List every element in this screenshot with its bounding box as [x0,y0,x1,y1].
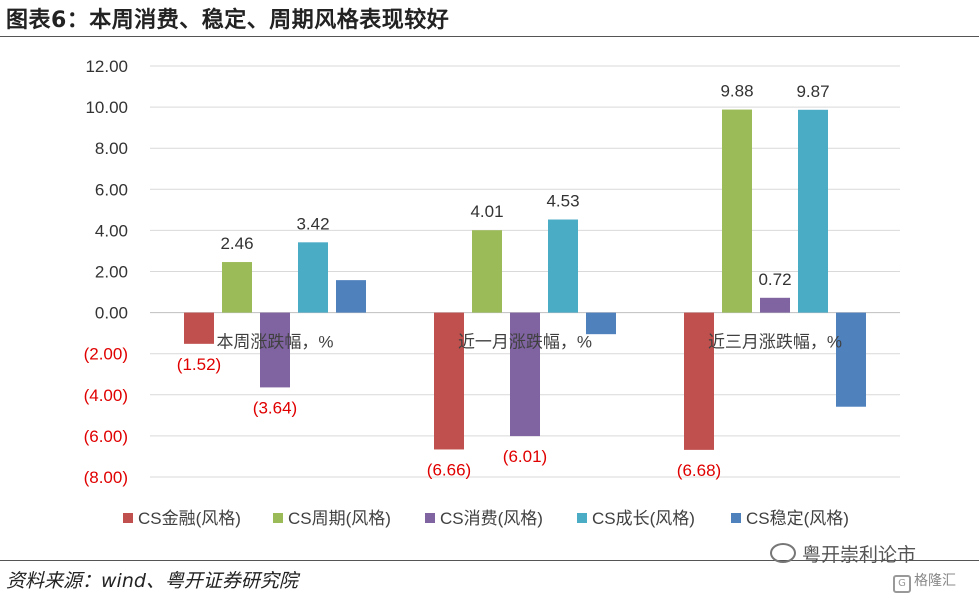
y-tick-label: (2.00) [84,345,128,364]
y-tick-label: (4.00) [84,386,128,405]
y-tick-label: 0.00 [95,304,128,323]
bar [336,280,366,313]
bars [184,109,866,450]
watermark: 粤开崇利论市 [770,540,916,567]
bar [722,109,752,313]
bar [548,219,578,313]
data-label: 0.72 [758,270,791,289]
bar [298,242,328,313]
data-label: 4.01 [470,202,503,221]
data-label: 9.87 [796,82,829,101]
legend-label: CS稳定(风格) [746,509,849,528]
data-label: (6.68) [677,461,721,480]
y-tick-label: 10.00 [85,98,128,117]
logo: G 格隆汇 [893,570,956,593]
footer-divider [0,560,979,561]
bar [184,312,214,344]
legend-label: CS周期(风格) [288,509,391,528]
legend-label: CS金融(风格) [138,509,241,528]
data-label: (6.01) [503,447,547,466]
data-label: 4.53 [546,192,579,211]
category-labels: 本周涨跌幅，% 近一月涨跌幅，% 近三月涨跌幅，% [216,333,842,352]
y-axis-tick-labels: 12.00 10.00 8.00 6.00 4.00 2.00 0.00 (2.00) (4.0… [84,57,128,487]
bar-chart: 12.00 10.00 8.00 6.00 4.00 2.00 0.00 (2.00) (4.0… [84,57,900,528]
bar [836,312,866,407]
bar [434,312,464,450]
logo-text: 格隆汇 [914,573,956,589]
y-tick-label: 6.00 [95,180,128,199]
chart-title: 图表6：本周消费、稳定、周期风格表现较好 [6,8,450,33]
watermark-text: 粤开崇利论市 [802,544,917,566]
y-tick-label: 12.00 [85,57,128,76]
source-note: 资料来源：wind、粤开证券研究院 [6,570,298,592]
bar [798,109,828,313]
bar [222,262,252,313]
legend-label: CS成长(风格) [592,509,695,528]
gelonghui-logo-icon: G [893,575,911,593]
legend: CS金融(风格) CS周期(风格) CS消费(风格) CS成长(风格) CS稳定(风格) [123,509,849,528]
data-label: (1.52) [177,355,221,374]
data-label: (6.66) [427,460,471,479]
wechat-icon [770,543,796,563]
bar [510,312,540,437]
category-label: 近一月涨跌幅，% [458,333,592,352]
data-label: 9.88 [720,82,753,101]
legend-swatch [273,513,283,523]
title-divider [0,36,979,37]
category-label: 本周涨跌幅，% [216,333,333,352]
data-label: (3.64) [253,398,297,417]
bar [472,230,502,313]
legend-swatch [123,513,133,523]
legend-swatch [425,513,435,523]
y-tick-label: 8.00 [95,139,128,158]
legend-swatch [577,513,587,523]
data-labels: (1.52) 2.46 (3.64) 3.42 (6.66) 4.01 (6.01) 4.53… [177,82,830,480]
category-label: 近三月涨跌幅，% [708,333,842,352]
y-tick-label: 2.00 [95,263,128,282]
legend-label: CS消费(风格) [440,509,543,528]
bar [760,297,790,313]
bar [684,312,714,450]
data-label: 2.46 [220,234,253,253]
y-tick-label: 4.00 [95,221,128,240]
y-tick-label: (8.00) [84,468,128,487]
bar [586,312,616,335]
y-tick-label: (6.00) [84,427,128,446]
bar [260,312,290,388]
data-label: 3.42 [296,214,329,233]
legend-swatch [731,513,741,523]
